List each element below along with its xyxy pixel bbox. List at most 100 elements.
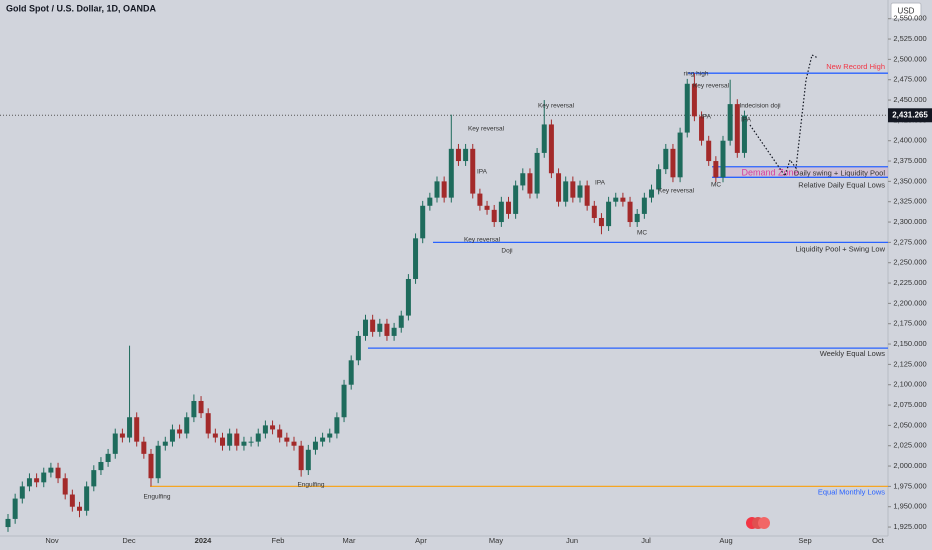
y-tick-label: 2,175.000 [893, 319, 926, 328]
candle-body [563, 181, 569, 202]
candle-body [598, 217, 604, 227]
candle-body [620, 197, 626, 202]
candle-body [670, 148, 676, 178]
candle-body [205, 413, 211, 434]
candle-body [734, 104, 740, 153]
candle-body [484, 205, 490, 210]
x-tick-label: Nov [45, 536, 59, 545]
candle-body [591, 205, 597, 218]
candle-body [327, 433, 333, 438]
candle-body [455, 148, 461, 162]
candle-body [577, 185, 583, 198]
candle-body [105, 453, 111, 462]
y-tick-label: 2,450.000 [893, 95, 926, 104]
candle-body [212, 433, 218, 438]
candle-body [277, 429, 283, 438]
x-tick-label: Aug [719, 536, 732, 545]
candle-body [684, 83, 690, 133]
annotation: Key reversal [658, 188, 695, 195]
y-tick-label: 1,975.000 [893, 481, 926, 490]
currency[interactable]: USD [898, 7, 915, 16]
candle-body [270, 425, 276, 430]
chart-title: Gold Spot / U.S. Dollar, 1D, OANDA [6, 3, 157, 13]
candle-body [127, 417, 133, 438]
candle-body [48, 467, 54, 473]
y-tick-label: 2,150.000 [893, 339, 926, 348]
candle-body [19, 486, 25, 499]
candle-body [69, 494, 75, 507]
candle-body [227, 433, 233, 446]
candle-body [713, 161, 719, 178]
candle-body [305, 449, 311, 471]
candle-body [706, 140, 712, 162]
annotation: Key reversal [538, 103, 575, 110]
candle-body [112, 433, 118, 454]
candle-body [62, 478, 68, 495]
projection-path [749, 54, 819, 178]
y-tick-label: 2,225.000 [893, 278, 926, 287]
candle-body [498, 201, 504, 223]
annotation: Doji [501, 248, 512, 255]
y-tick-label: 2,375.000 [893, 156, 926, 165]
candle-body [691, 83, 697, 117]
candle-body [312, 441, 318, 450]
candle-body [34, 478, 40, 483]
annotation: IPA [741, 117, 752, 124]
last-price-label: 2,431.265 [892, 110, 928, 119]
y-tick-label: 1,950.000 [893, 502, 926, 511]
level-label: Weekly Equal Lows [820, 349, 886, 358]
x-tick-label: 2024 [195, 536, 213, 545]
candle-body [463, 148, 469, 162]
x-tick-label: Jun [566, 536, 578, 545]
candle-body [84, 486, 90, 511]
candle-body [434, 181, 440, 198]
candle-body [613, 197, 619, 202]
candle-body [413, 238, 419, 279]
candle-body [634, 213, 640, 223]
candle-body [334, 417, 340, 434]
candle-body [77, 506, 82, 511]
candle-body [255, 433, 261, 442]
candle-body [355, 335, 361, 361]
level-label: Relative Daily Equal Lows [798, 180, 885, 189]
candle-body [506, 201, 511, 214]
candle-body [649, 189, 654, 198]
demand-zone [712, 166, 888, 178]
y-tick-label: 2,125.000 [893, 359, 926, 368]
annotation: Indecision doji [739, 103, 780, 110]
candle-body [341, 384, 347, 418]
candle-body [427, 197, 433, 206]
candle-body [155, 445, 161, 479]
candle-body [548, 124, 554, 174]
candle-body [541, 124, 547, 153]
candle-body [377, 323, 383, 332]
annotation: Key reversal [464, 237, 501, 244]
annotation: IPA [477, 169, 488, 176]
annotation: IPA [701, 114, 712, 121]
candle-body [169, 429, 175, 442]
candle-body [162, 441, 168, 446]
y-tick-label: 2,000.000 [893, 461, 926, 470]
candle-body [699, 116, 705, 141]
candle-body [148, 453, 154, 479]
demand-zone-label: Demand Zone [741, 167, 798, 177]
y-tick-label: 2,250.000 [893, 258, 926, 267]
candle-body [134, 417, 140, 442]
candle-body [26, 478, 32, 487]
y-tick-label: 1,925.000 [893, 522, 926, 531]
candle-body [491, 209, 497, 223]
y-tick-label: 2,350.000 [893, 176, 926, 185]
candle-body [5, 518, 11, 528]
y-tick-label: 2,275.000 [893, 237, 926, 246]
x-tick-label: Feb [272, 536, 285, 545]
candle-body [727, 104, 733, 141]
currency-box[interactable] [890, 2, 922, 20]
y-tick-label: 2,050.000 [893, 420, 926, 429]
flag-icon[interactable] [746, 517, 770, 529]
candle-body [606, 201, 612, 227]
candle-body [234, 433, 240, 446]
y-tick-label: 2,025.000 [893, 441, 926, 450]
candle-body [663, 148, 669, 170]
